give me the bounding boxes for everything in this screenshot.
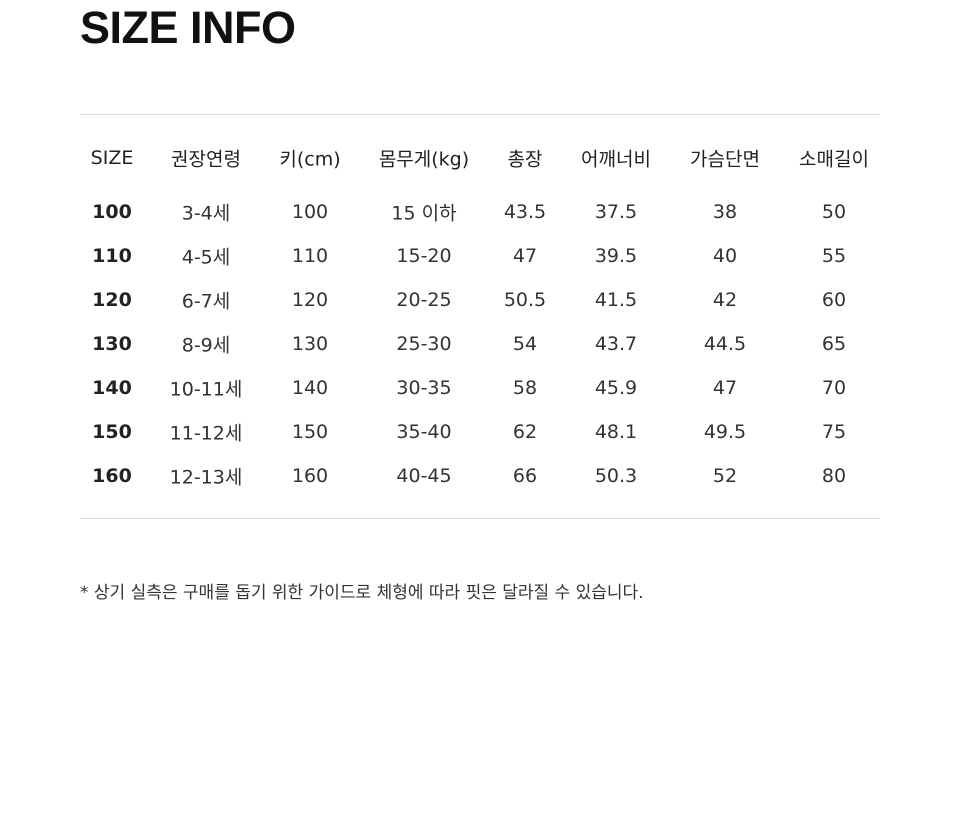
table-cell: 100 bbox=[291, 201, 329, 223]
table-cell: 38 bbox=[712, 201, 738, 223]
table-cell: 15-20 bbox=[396, 245, 452, 267]
table-cell: 15 이하 bbox=[391, 202, 457, 225]
table-cell: 65 bbox=[821, 333, 847, 355]
size-label-cell: 140 bbox=[92, 377, 132, 399]
table-cell: 50.3 bbox=[594, 465, 638, 487]
table-cell: 43.7 bbox=[594, 333, 638, 355]
table-cell: 40 bbox=[712, 245, 738, 267]
table-cell: 20-25 bbox=[396, 289, 452, 311]
table-cell: 52 bbox=[712, 465, 738, 487]
column-header: SIZE bbox=[90, 147, 134, 169]
table-cell: 140 bbox=[291, 377, 329, 399]
table-cell: 39.5 bbox=[594, 245, 638, 267]
table-cell: 62 bbox=[512, 421, 538, 443]
table-cell: 35-40 bbox=[396, 421, 452, 443]
table-cell: 43.5 bbox=[503, 201, 547, 223]
table-cell: 3-4세 bbox=[181, 202, 231, 225]
page-title: SIZE INFO bbox=[80, 2, 296, 53]
table-cell: 11-12세 bbox=[169, 422, 243, 445]
table-cell: 47 bbox=[512, 245, 538, 267]
table-cell: 30-35 bbox=[396, 377, 452, 399]
table-cell: 45.9 bbox=[594, 377, 638, 399]
size-label-cell: 150 bbox=[92, 421, 132, 443]
size-note: * 상기 실측은 구매를 돕기 위한 가이드로 체형에 따라 핏은 달라질 수 … bbox=[80, 583, 644, 603]
table-cell: 41.5 bbox=[594, 289, 638, 311]
table-cell: 66 bbox=[512, 465, 538, 487]
column-header: 총장 bbox=[507, 148, 543, 171]
table-cell: 54 bbox=[512, 333, 538, 355]
table-cell: 55 bbox=[821, 245, 847, 267]
table-cell: 160 bbox=[291, 465, 329, 487]
table-cell: 130 bbox=[291, 333, 329, 355]
column-header: 몸무게(kg) bbox=[378, 148, 470, 171]
size-label-cell: 160 bbox=[92, 465, 132, 487]
table-cell: 75 bbox=[821, 421, 847, 443]
table-cell: 48.1 bbox=[594, 421, 638, 443]
table-cell: 50.5 bbox=[503, 289, 547, 311]
table-cell: 70 bbox=[821, 377, 847, 399]
table-cell: 110 bbox=[291, 245, 329, 267]
size-label-cell: 110 bbox=[92, 245, 132, 267]
table-cell: 60 bbox=[821, 289, 847, 311]
table-cell: 44.5 bbox=[703, 333, 747, 355]
table-cell: 25-30 bbox=[396, 333, 452, 355]
size-label-cell: 100 bbox=[92, 201, 132, 223]
table-cell: 37.5 bbox=[594, 201, 638, 223]
table-cell: 47 bbox=[712, 377, 738, 399]
column-header: 권장연령 bbox=[171, 148, 241, 171]
table-cell: 4-5세 bbox=[181, 246, 231, 269]
column-header: 키(cm) bbox=[279, 148, 341, 171]
table-top-divider bbox=[80, 114, 880, 115]
column-header: 가슴단면 bbox=[690, 148, 760, 171]
size-label-cell: 120 bbox=[92, 289, 132, 311]
table-cell: 80 bbox=[821, 465, 847, 487]
table-cell: 50 bbox=[821, 201, 847, 223]
table-cell: 58 bbox=[512, 377, 538, 399]
column-header: 어깨너비 bbox=[581, 148, 651, 171]
column-header: 소매길이 bbox=[799, 148, 869, 171]
table-cell: 6-7세 bbox=[181, 290, 231, 313]
table-cell: 150 bbox=[291, 421, 329, 443]
table-cell: 120 bbox=[291, 289, 329, 311]
table-cell: 49.5 bbox=[703, 421, 747, 443]
table-cell: 42 bbox=[712, 289, 738, 311]
table-cell: 12-13세 bbox=[169, 466, 243, 489]
table-cell: 8-9세 bbox=[181, 334, 231, 357]
table-bottom-divider bbox=[80, 518, 880, 519]
table-cell: 40-45 bbox=[396, 465, 452, 487]
size-label-cell: 130 bbox=[92, 333, 132, 355]
table-cell: 10-11세 bbox=[169, 378, 243, 401]
